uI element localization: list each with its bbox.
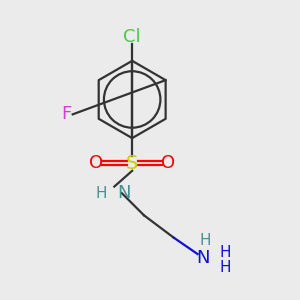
Text: Cl: Cl (123, 28, 141, 46)
Text: H: H (199, 233, 211, 248)
Text: N: N (117, 184, 131, 202)
Text: O: O (89, 154, 103, 172)
Text: H: H (220, 245, 231, 260)
Text: H: H (220, 260, 231, 275)
Text: N: N (197, 250, 210, 268)
Text: S: S (126, 154, 138, 173)
Text: O: O (161, 154, 175, 172)
Text: H: H (95, 186, 107, 201)
Text: F: F (62, 105, 72, 123)
